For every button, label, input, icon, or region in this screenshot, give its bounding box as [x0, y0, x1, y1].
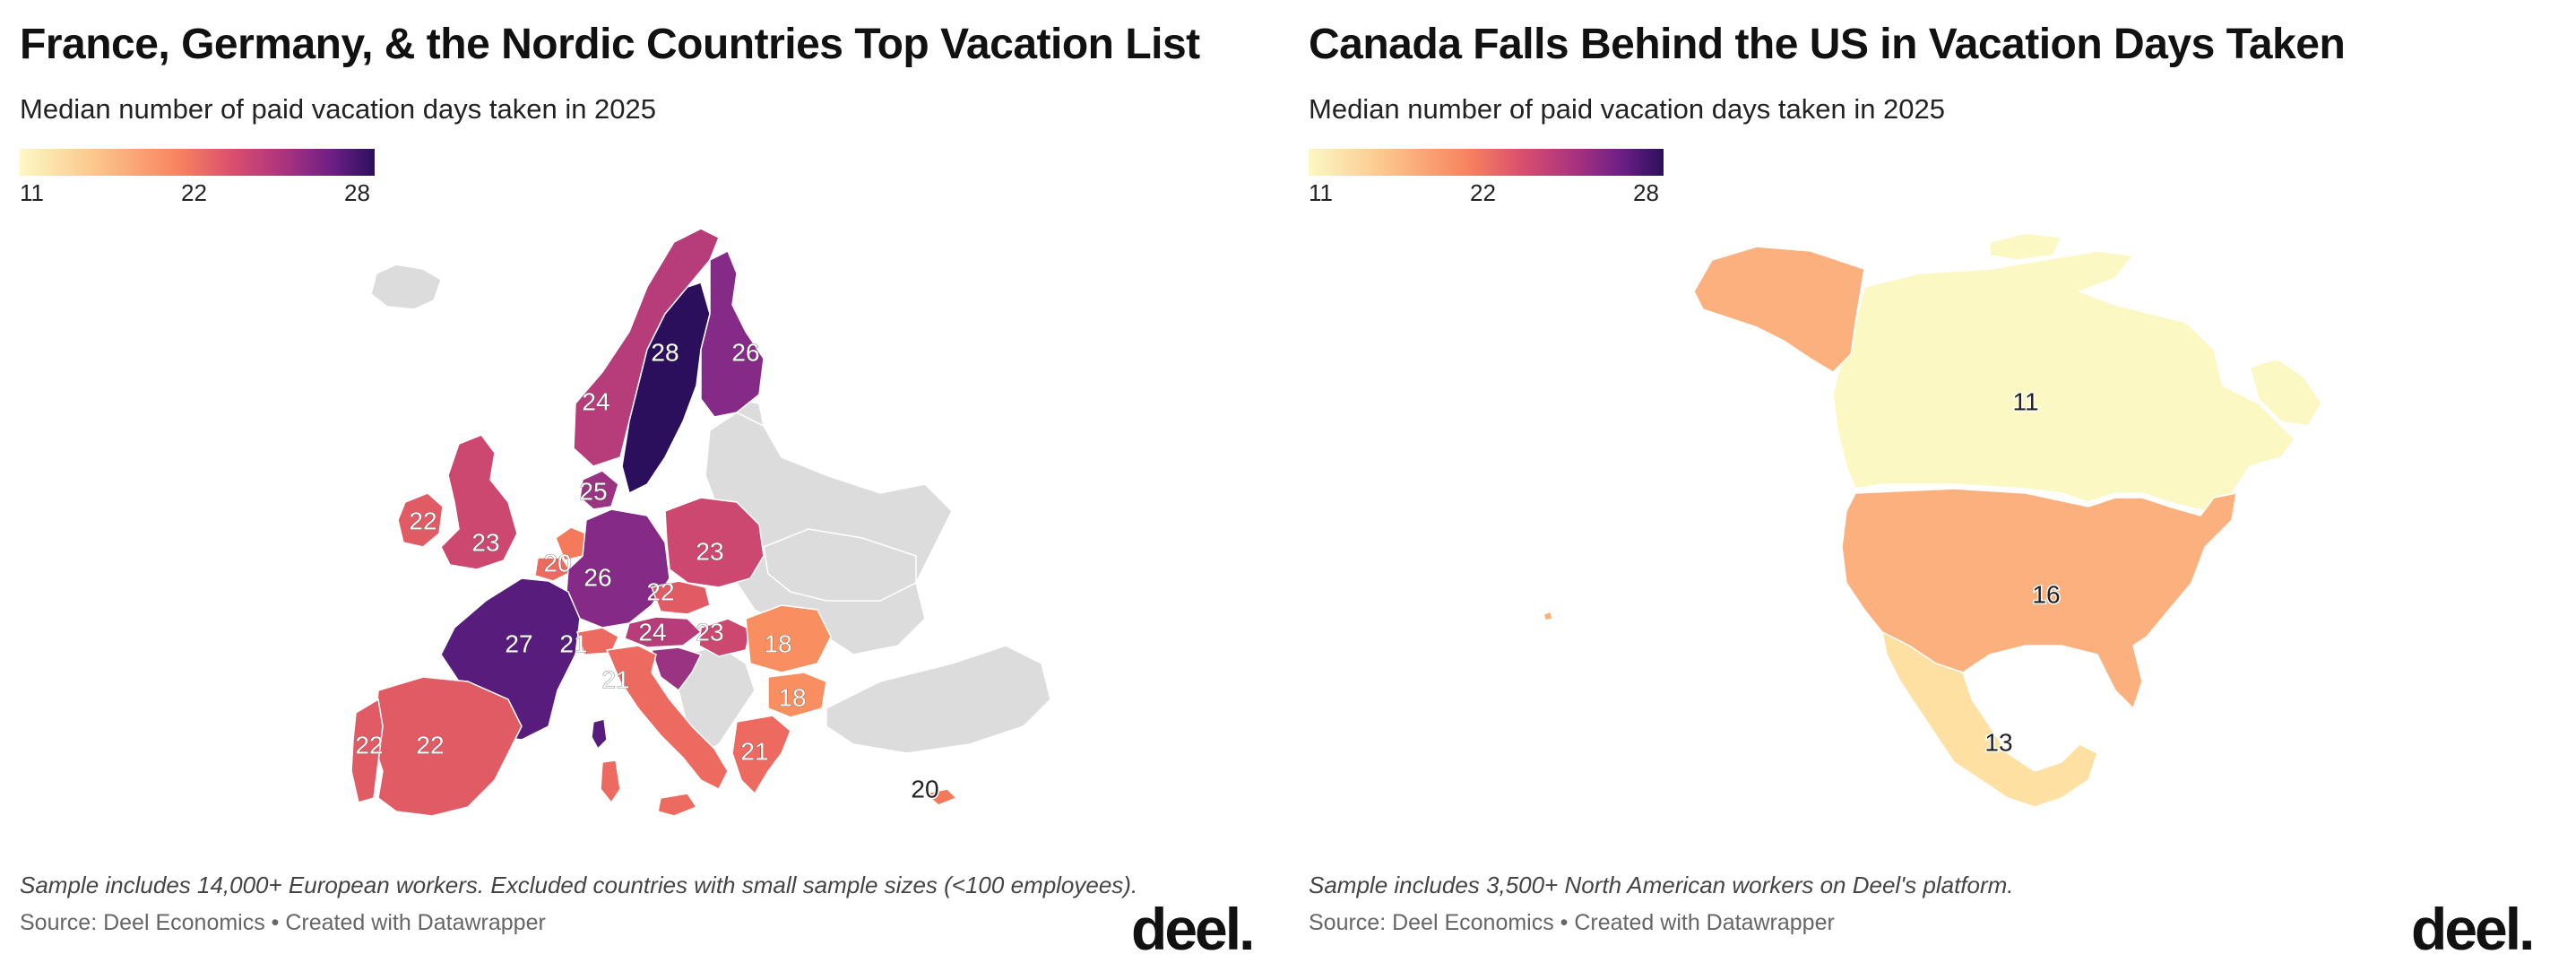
region-italy: [605, 645, 729, 791]
label-switzerland: 21: [559, 629, 587, 657]
region-ukraine-belarus: [763, 528, 917, 602]
region-germany: [566, 508, 670, 629]
region-finland: [700, 249, 765, 418]
europe-subtitle: Median number of paid vacation days take…: [20, 93, 657, 125]
northamerica-panel: Canada Falls Behind the US in Vacation D…: [1309, 0, 2576, 962]
label-ireland: 22: [409, 507, 437, 534]
label-spain: 22: [416, 731, 444, 759]
label-usa: 16: [2032, 580, 2060, 608]
northamerica-legend-max: 28: [1633, 179, 1659, 206]
northamerica-title: Canada Falls Behind the US in Vacation D…: [1309, 21, 2346, 68]
europe-deel-logo: deel.: [1131, 896, 1255, 962]
europe-legend-mid: 22: [181, 179, 207, 206]
region-sweden: [621, 282, 711, 495]
label-bulgaria: 18: [778, 683, 806, 711]
region-poland: [664, 497, 765, 588]
region-turkey: [826, 645, 1051, 754]
region-czechia: [651, 580, 711, 615]
northamerica-source: Source: Deel Economics • Created with Da…: [1309, 910, 1835, 935]
label-italy: 21: [601, 665, 629, 693]
region-mexico: [1880, 630, 2098, 808]
label-greece: 21: [740, 737, 768, 765]
label-netherlands: 20: [543, 549, 571, 577]
region-uk: [440, 434, 518, 570]
northamerica-legend-gradient: [1309, 149, 1664, 176]
region-corsica: [591, 718, 608, 750]
label-france: 27: [505, 629, 532, 657]
label-germany: 26: [583, 563, 611, 591]
label-romania: 18: [764, 629, 791, 657]
label-sweden: 28: [651, 338, 679, 366]
label-hungary: 23: [696, 618, 723, 646]
northamerica-subtitle: Median number of paid vacation days take…: [1309, 93, 1946, 125]
label-cyprus: 20: [911, 775, 938, 802]
region-spain: [373, 676, 523, 817]
label-austria: 24: [638, 618, 666, 646]
northamerica-map: 11 16 13: [1543, 232, 2322, 808]
europe-footnote: Sample includes 14,000+ European workers…: [20, 872, 1138, 898]
label-mexico: 13: [1984, 728, 2012, 756]
region-romania: [745, 604, 832, 673]
label-poland: 23: [696, 537, 723, 565]
label-uk: 23: [471, 528, 499, 556]
label-norway: 24: [582, 387, 609, 415]
northamerica-deel-logo: deel.: [2411, 896, 2535, 962]
region-denmark: [579, 470, 619, 510]
northamerica-legend-min: 11: [1309, 179, 1333, 206]
northamerica-region-labels: 11 16 13: [1984, 386, 2062, 758]
region-ireland: [397, 492, 444, 548]
europe-region-labels: 28 26 24 25 22 23 20 26 23 22 27 21 24 2…: [355, 338, 940, 804]
europe-title: France, Germany, & the Nordic Countries …: [20, 21, 1200, 68]
europe-panel: France, Germany, & the Nordic Countries …: [20, 0, 1292, 962]
europe-map: 28 26 24 25 22 23 20 26 23 22 27 21 24 2…: [350, 228, 1051, 817]
europe-source: Source: Deel Economics • Created with Da…: [20, 910, 546, 935]
region-belgium: [534, 557, 573, 582]
label-finland: 26: [731, 338, 759, 366]
region-canada-arctic: [1989, 232, 2063, 261]
region-alaska: [1693, 246, 1865, 373]
northamerica-footnote: Sample includes 3,500+ North American wo…: [1309, 872, 2014, 898]
europe-legend-min: 11: [20, 179, 44, 206]
northamerica-legend-mid: 22: [1470, 179, 1496, 206]
label-portugal: 22: [355, 731, 383, 759]
label-czechia: 22: [646, 577, 674, 605]
region-greece: [731, 715, 791, 795]
region-portugal: [350, 698, 384, 803]
region-cyprus: [923, 788, 958, 806]
region-sicily: [657, 793, 698, 817]
europe-legend-max: 28: [344, 179, 370, 206]
region-bulgaria: [767, 672, 827, 718]
region-hawaii: [1543, 611, 1553, 621]
region-canada: [1832, 250, 2295, 512]
europe-legend: 11 22 28: [20, 149, 375, 212]
region-slovenia-croatia: [650, 646, 703, 692]
label-canada: 11: [2012, 387, 2038, 415]
region-sardinia: [600, 759, 621, 804]
europe-legend-gradient: [20, 149, 375, 176]
label-denmark: 25: [579, 477, 607, 505]
region-switzerland: [576, 627, 619, 655]
region-austria: [624, 616, 703, 648]
northamerica-legend: 11 22 28: [1309, 149, 1664, 212]
region-hungary: [698, 618, 751, 657]
region-canada-east: [2249, 358, 2322, 427]
region-iceland: [370, 264, 442, 310]
region-balkans: [678, 645, 756, 755]
